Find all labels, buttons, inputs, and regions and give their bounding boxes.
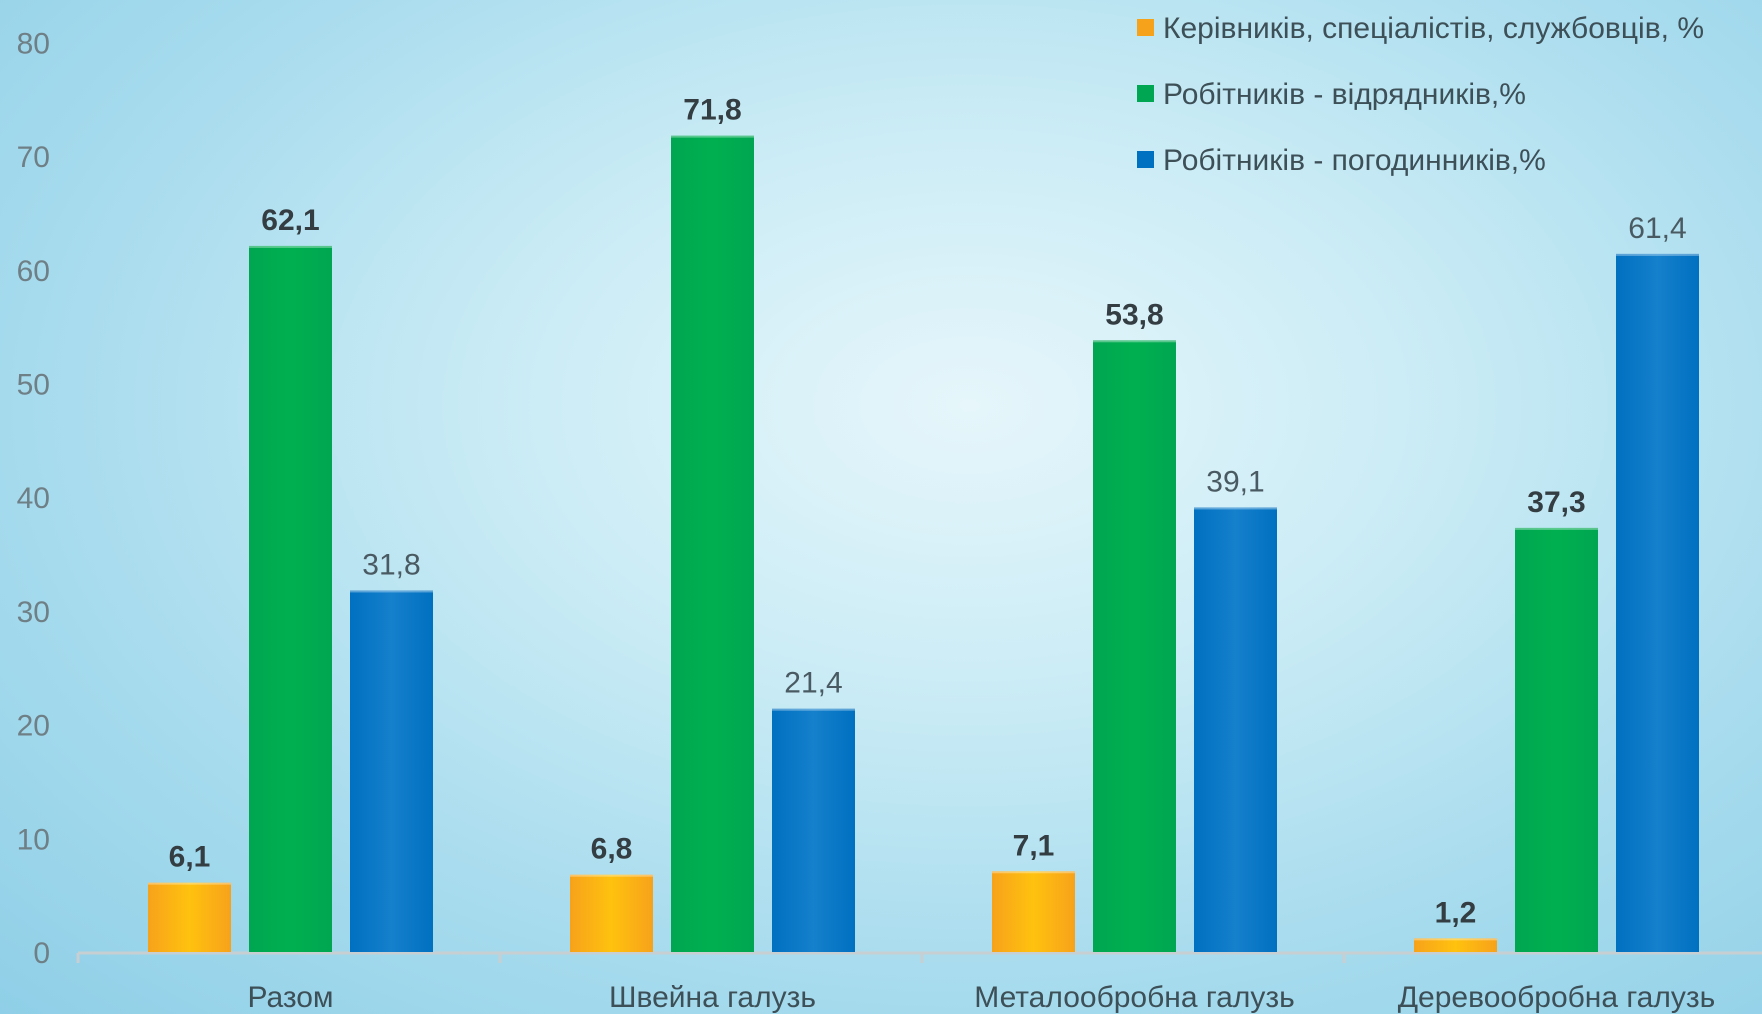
legend-swatch: [1137, 85, 1154, 102]
category-label: Швейна галузь: [609, 981, 816, 1014]
data-label: 53,8: [1105, 298, 1163, 331]
bar-highlight: [148, 882, 231, 885]
category-label: Разом: [247, 981, 333, 1014]
data-label: 21,4: [784, 667, 842, 700]
y-tick-label: 80: [17, 27, 50, 60]
legend: Керівників, спеціалістів, службовців, % Р…: [1137, 12, 1704, 177]
data-labels: 6,1 62,1 31,8 6,8 71,8 21,4 7,1 53,8 39,1 1,2 37,3…: [169, 94, 1687, 930]
y-tick-label: 50: [17, 369, 50, 402]
bar-highlight: [772, 708, 855, 711]
bar-highlight: [1616, 253, 1699, 256]
bar-highlight: [992, 871, 1075, 874]
category-labels: Разом Швейна галузь Металообробна галузь Де…: [247, 981, 1715, 1014]
data-label: 7,1: [1013, 829, 1055, 862]
bar: [570, 874, 653, 952]
legend-swatch: [1137, 19, 1154, 36]
y-tick-label: 40: [17, 482, 50, 515]
y-tick-label: 60: [17, 255, 50, 288]
bar: [148, 882, 231, 952]
y-tick-label: 0: [33, 937, 50, 970]
bar: [1414, 938, 1497, 952]
bar: [1093, 340, 1176, 952]
bar-highlight: [570, 874, 653, 877]
y-tick-label: 10: [17, 823, 50, 856]
bar: [350, 590, 433, 952]
bar-highlight: [1414, 938, 1497, 941]
bar-highlight: [1194, 507, 1277, 510]
legend-entry: Робітників - відрядників,%: [1163, 78, 1526, 111]
x-axis: [76, 951, 1762, 963]
bar-highlight: [249, 245, 332, 248]
data-label: 39,1: [1206, 465, 1264, 498]
bar: [772, 708, 855, 952]
bar-highlight: [1093, 340, 1176, 343]
data-label: 31,8: [362, 548, 420, 581]
legend-entry: Керівників, спеціалістів, службовців, %: [1163, 12, 1704, 45]
bar: [1194, 507, 1277, 952]
bar: [992, 871, 1075, 952]
legend-swatch: [1137, 151, 1154, 168]
data-label: 61,4: [1628, 212, 1686, 245]
bar: [249, 245, 332, 953]
bar-highlight: [350, 590, 433, 593]
y-tick-label: 70: [17, 141, 50, 174]
legend-entry: Робітників - погодинників,%: [1163, 144, 1546, 177]
bar-highlight: [1515, 527, 1598, 530]
bar-highlight: [671, 135, 754, 138]
bar: [1616, 253, 1699, 952]
category-label: Металообробна галузь: [974, 981, 1295, 1014]
data-label: 1,2: [1435, 896, 1477, 929]
y-tick-label: 30: [17, 596, 50, 629]
bar: [671, 135, 754, 952]
data-label: 6,8: [591, 833, 633, 866]
data-label: 62,1: [261, 204, 319, 237]
data-label: 71,8: [683, 94, 741, 127]
y-tick-label: 20: [17, 710, 50, 743]
y-axis-ticks: 0 10 20 30 40 50 60 70 80: [17, 27, 50, 970]
category-label: Деревообробна галузь: [1398, 981, 1716, 1014]
bar: [1515, 527, 1598, 952]
data-label: 37,3: [1527, 486, 1585, 519]
data-label: 6,1: [169, 841, 211, 874]
bars: [148, 135, 1699, 953]
